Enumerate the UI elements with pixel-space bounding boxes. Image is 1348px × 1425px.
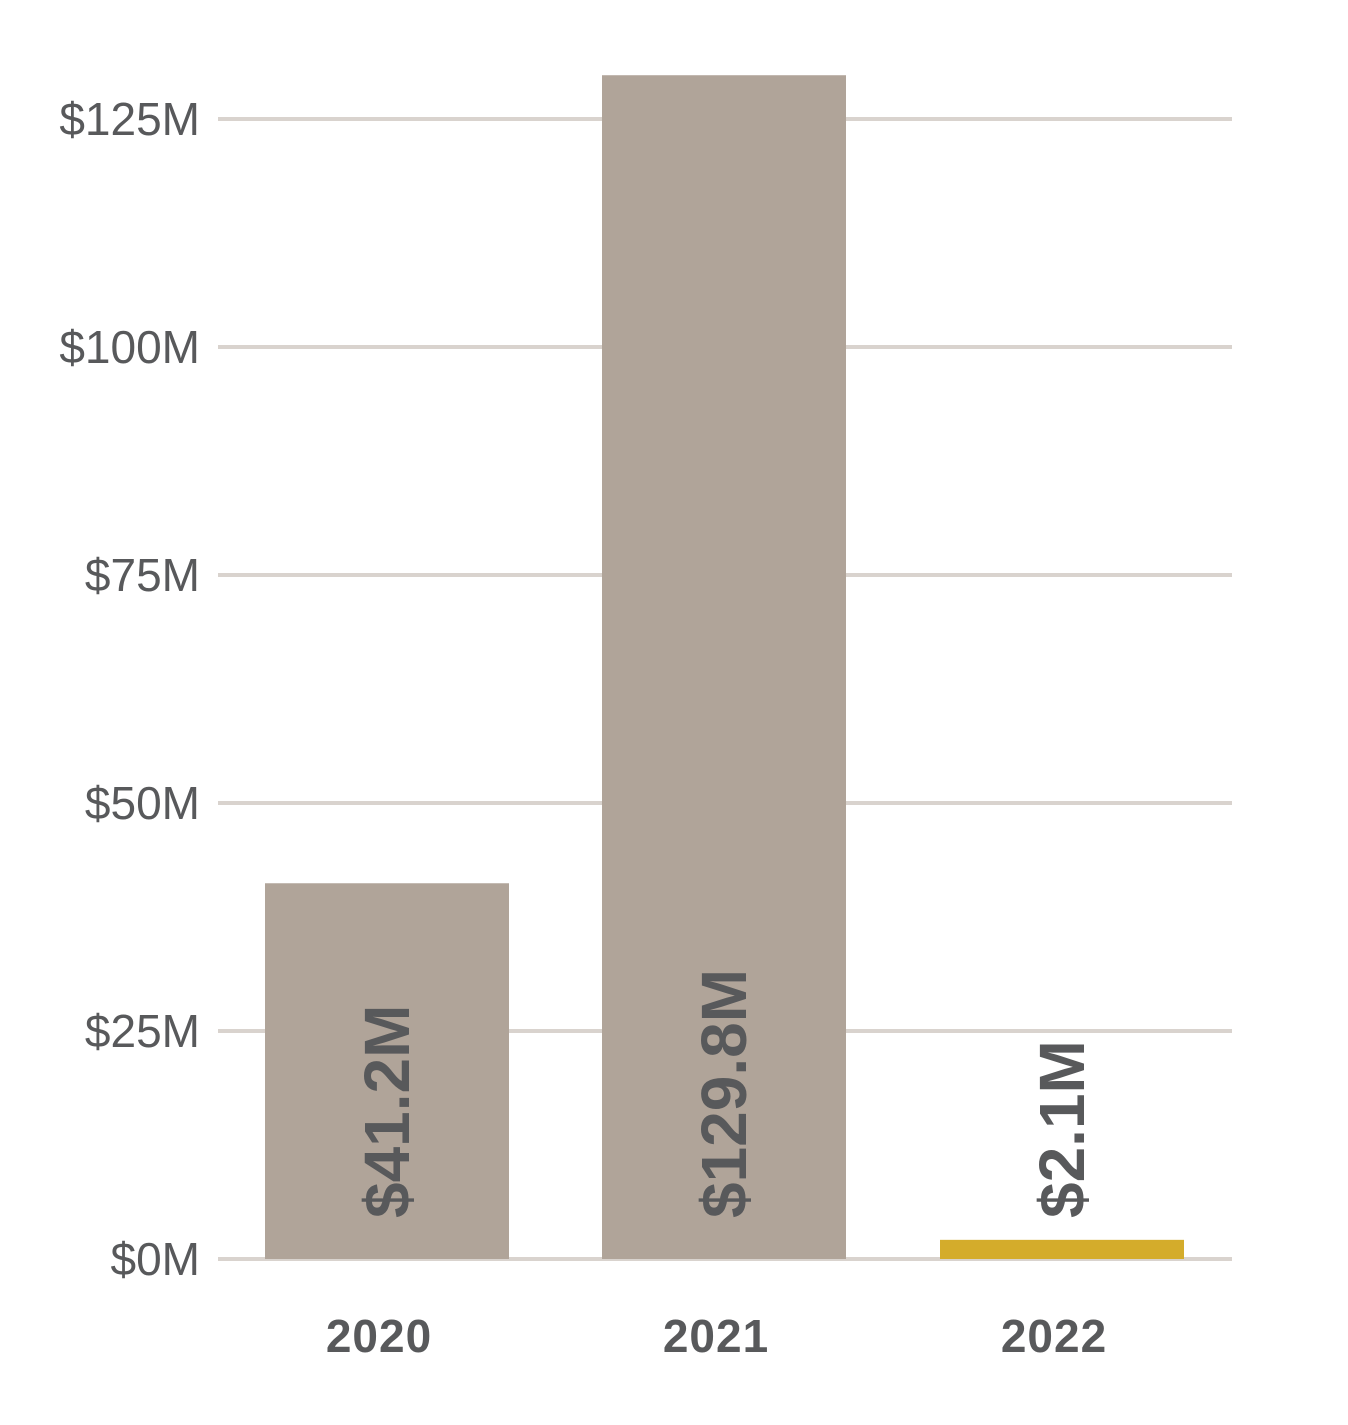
bar-value-label: $41.2M bbox=[351, 1005, 423, 1218]
bar-2021 bbox=[602, 75, 846, 1259]
bars bbox=[265, 75, 1184, 1259]
y-tick-label: $25M bbox=[85, 1005, 200, 1057]
x-tick-label: 2022 bbox=[1001, 1310, 1107, 1362]
bar-2020 bbox=[265, 883, 509, 1259]
x-tick-label: 2021 bbox=[663, 1310, 769, 1362]
bar-2022 bbox=[940, 1239, 1184, 1259]
x-tick-label: 2020 bbox=[326, 1310, 432, 1362]
y-tick-label: $50M bbox=[85, 777, 200, 829]
bar-labels: $41.2M $129.8M $2.1M bbox=[351, 969, 1098, 1218]
bar-value-label: $129.8M bbox=[688, 969, 760, 1218]
y-tick-label: $125M bbox=[59, 93, 200, 145]
y-axis-ticks: $0M $25M $50M $75M $100M $125M bbox=[59, 93, 200, 1285]
x-axis-ticks: 2020 2021 2022 bbox=[326, 1310, 1107, 1362]
bar-value-label: $2.1M bbox=[1026, 1040, 1098, 1218]
y-tick-label: $100M bbox=[59, 321, 200, 373]
y-tick-label: $75M bbox=[85, 549, 200, 601]
y-tick-label: $0M bbox=[111, 1233, 200, 1285]
